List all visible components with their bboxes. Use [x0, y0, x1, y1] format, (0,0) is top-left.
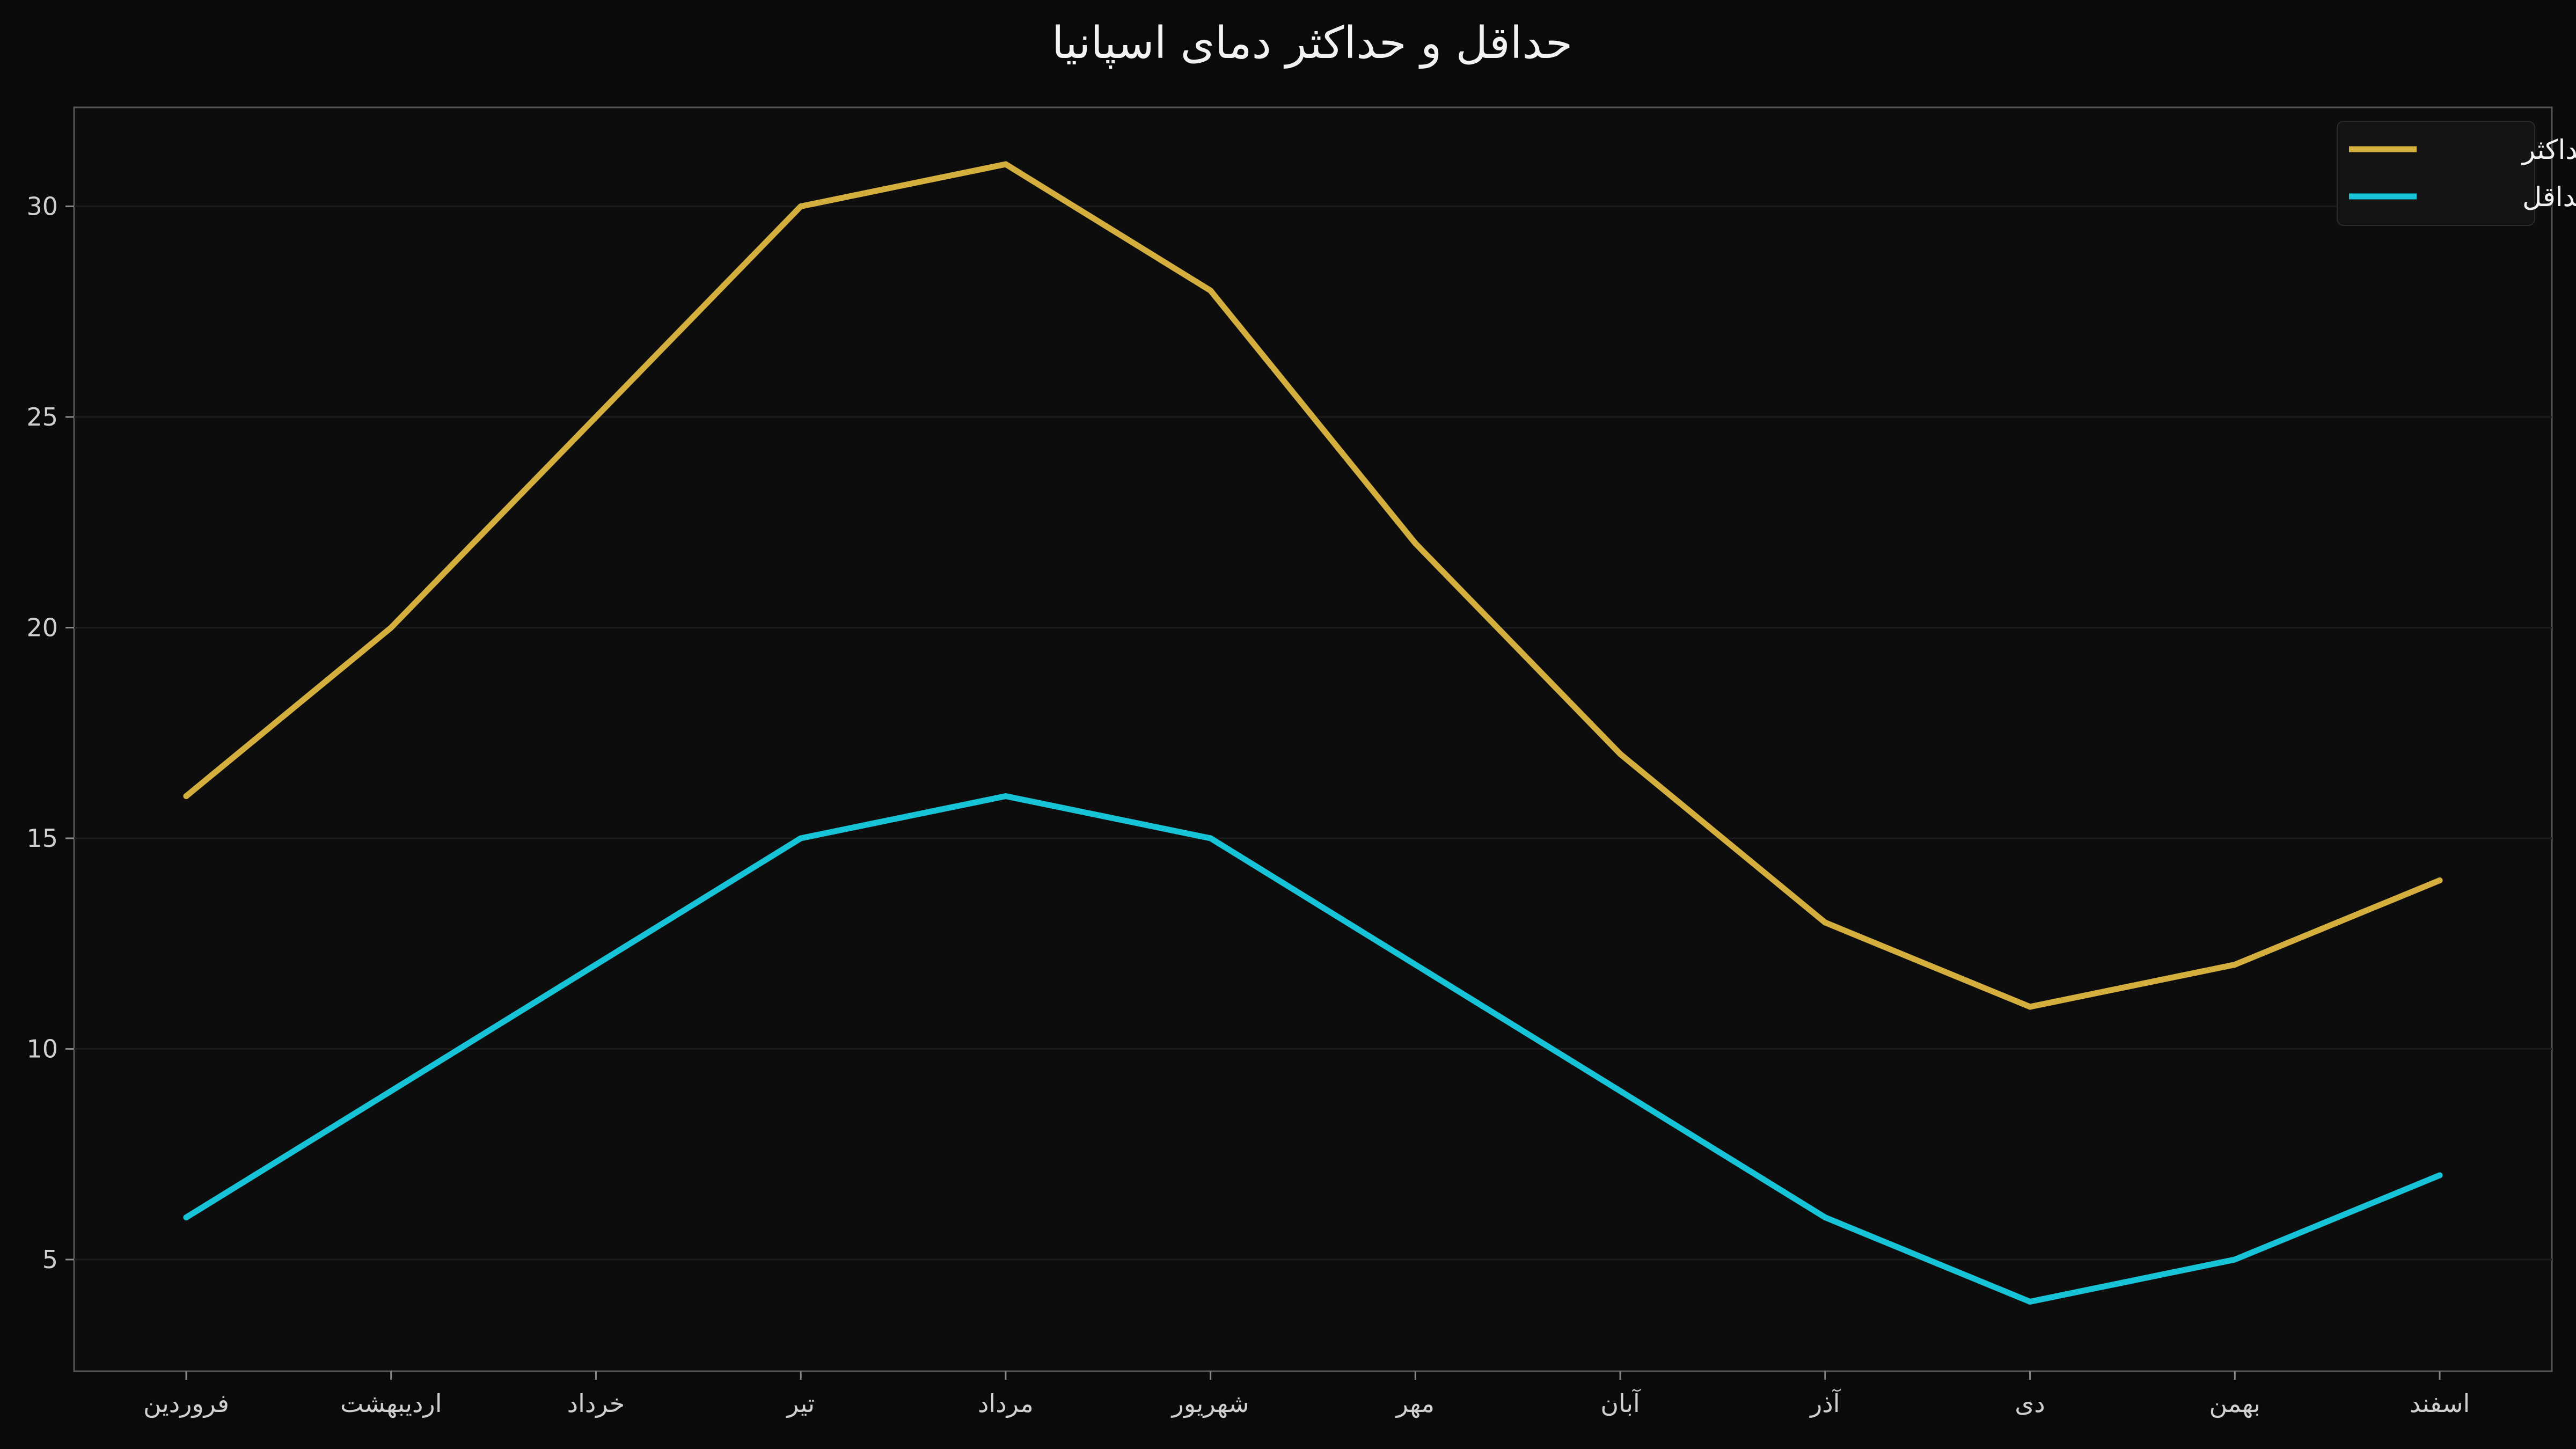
data-point: [1822, 1214, 1828, 1220]
y-tick-label: 5: [42, 1245, 58, 1274]
data-point: [2436, 1172, 2443, 1179]
legend-box: [2337, 121, 2535, 226]
x-tick-label: مرداد: [978, 1389, 1034, 1418]
y-tick-label: 20: [26, 613, 58, 642]
grid: [74, 205, 2552, 1261]
data-point: [1617, 1088, 1623, 1094]
x-tick-label: آبان: [1600, 1389, 1641, 1418]
data-point: [2231, 1256, 2238, 1263]
data-point: [2231, 961, 2238, 968]
x-tick-label: بهمن: [2209, 1389, 2260, 1418]
chart-title: حداقل و حداکثر دمای اسپانیا: [1052, 18, 1573, 69]
data-point: [1002, 793, 1009, 799]
data-point: [1822, 919, 1828, 926]
legend-label-1: حداقل: [2522, 181, 2576, 213]
x-tick-label: دی: [2015, 1389, 2045, 1418]
x-tick-label: شهریور: [1171, 1389, 1249, 1418]
x-tick-label: فروردین: [143, 1389, 229, 1418]
x-tick-label: خرداد: [567, 1389, 625, 1418]
x-tick-label: اسفند: [2410, 1389, 2470, 1418]
x-tick-label: مهر: [1395, 1389, 1435, 1418]
data-point: [2027, 1004, 2033, 1010]
data-point: [1208, 835, 1214, 841]
series-layer: [183, 161, 2443, 1305]
y-tick-label: 25: [26, 402, 58, 431]
x-tick-label: تیر: [786, 1389, 815, 1418]
plot-area: [73, 106, 2553, 1372]
data-point: [1412, 540, 1418, 546]
x-tick-label: آذر: [1809, 1389, 1841, 1418]
data-point: [1617, 751, 1623, 757]
data-point: [388, 624, 394, 631]
data-point: [2027, 1298, 2033, 1305]
data-point: [797, 203, 804, 209]
data-point: [2436, 877, 2443, 883]
y-tick-label: 30: [26, 192, 58, 221]
data-point: [183, 793, 189, 799]
y-tick-label: 10: [26, 1034, 58, 1063]
x-axis: فروردین اردیبهشت خرداد تیر مرداد شهریور مهر آبا…: [143, 1371, 2470, 1418]
x-tick-label: اردیبهشت: [340, 1389, 442, 1418]
data-point: [1208, 287, 1214, 294]
y-tick-label: 15: [26, 824, 58, 853]
data-point: [1002, 161, 1009, 167]
series-line-0: [183, 161, 2443, 1010]
data-point: [592, 414, 599, 420]
data-point: [1412, 961, 1418, 968]
data-point: [592, 961, 599, 968]
y-axis: 5 10 15 20 25 30: [26, 192, 74, 1274]
data-point: [797, 835, 804, 841]
data-point: [183, 1214, 189, 1220]
legend-label-0: حداکثر: [2521, 134, 2576, 165]
series-line-1: [183, 793, 2443, 1305]
legend: حداکثر حداقل: [2337, 121, 2576, 226]
data-point: [388, 1088, 394, 1094]
